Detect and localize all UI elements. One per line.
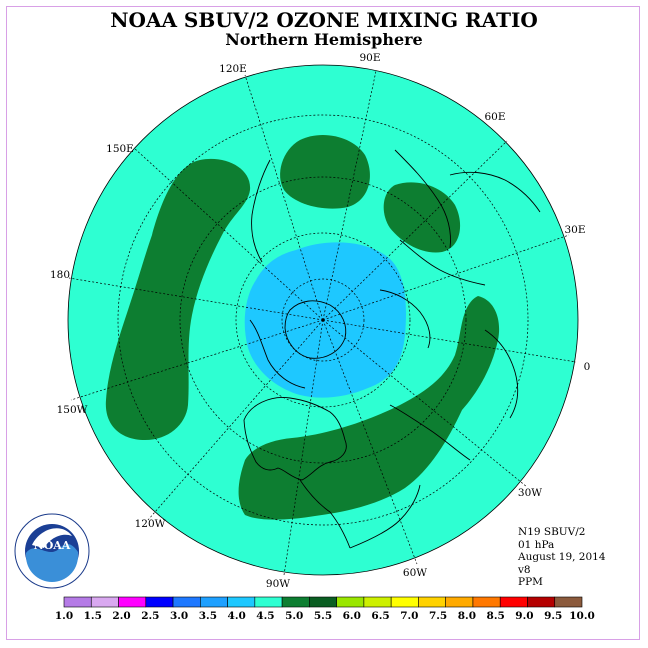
colorbar-label: 9.0: [515, 610, 533, 622]
region-asia-blob: [280, 135, 370, 209]
colorbar-swatch: [527, 596, 556, 608]
colorbar-swatch: [227, 596, 256, 608]
colorbar-swatch: [418, 596, 446, 608]
map-title: NOAA SBUV/2 OZONE MIXING RATIO: [110, 8, 538, 32]
colorbar-label: 8.5: [487, 610, 505, 622]
ozone-field: [105, 135, 500, 520]
colorbar-swatch: [254, 596, 283, 608]
colorbar-swatch: [363, 596, 392, 608]
colorbar-swatch: [499, 596, 528, 608]
colorbar-label: 4.0: [228, 610, 246, 622]
colorbar-label: 1.0: [55, 610, 73, 622]
info-date: August 19, 2014: [518, 551, 606, 563]
region-india-blob: [383, 182, 461, 253]
lon-label-90e: 90E: [359, 52, 380, 64]
lon-label-180: 180: [50, 269, 70, 281]
lon-label-150e: 150E: [106, 143, 134, 155]
colorbar-label: 1.5: [84, 610, 102, 622]
hemisphere-boundary: [67, 64, 579, 576]
colorbar-swatch: [445, 596, 474, 608]
region-atlantic-arc: [238, 296, 500, 520]
colorbar-swatch: [172, 596, 201, 608]
region-pacific-band: [105, 158, 251, 441]
colorbar-label: 6.5: [371, 610, 389, 622]
colorbar-label: 10.0: [569, 610, 595, 622]
colorbar-swatch: [472, 596, 501, 608]
info-satellite: N19 SBUV/2: [518, 526, 586, 538]
lon-label-120w: 120W: [135, 518, 166, 530]
colorbar-label: 5.5: [314, 610, 332, 622]
colorbar-swatch: [281, 596, 310, 608]
info-version: v8: [518, 563, 531, 576]
meridians: [68, 70, 577, 576]
region-polar-low: [244, 242, 406, 398]
longitude-labels: 90E 60E 30E 0 30W 60W 90W 120W 150W 180 …: [50, 52, 590, 590]
info-level: 01 hPa: [518, 538, 555, 551]
colorbar-label: 8.0: [458, 610, 476, 622]
colorbar-swatch: [200, 596, 228, 608]
colorbar-label: 2.0: [112, 610, 130, 622]
colorbar-label: 5.0: [285, 610, 303, 622]
lon-label-120e: 120E: [219, 63, 247, 75]
lon-label-30w: 30W: [518, 487, 542, 499]
info-units: PPM: [518, 576, 543, 588]
colorbar-label: 6.0: [343, 610, 361, 622]
colorbar-swatch: [145, 596, 174, 608]
colorbar-label: 2.5: [141, 610, 159, 622]
colorbar-label: 3.5: [199, 610, 217, 622]
colorbar-swatch: [118, 596, 147, 608]
noaa-logo-text: NOAA: [34, 539, 71, 552]
lon-label-60w: 60W: [403, 567, 427, 579]
colorbar-label: 3.0: [170, 610, 188, 622]
colorbar-swatch: [63, 596, 92, 608]
lon-label-150w: 150W: [57, 404, 88, 416]
figure-frame: [6, 6, 640, 640]
colorbar-label: 4.5: [256, 610, 274, 622]
latitude-circles: [117, 114, 529, 526]
map-subtitle: Northern Hemisphere: [225, 30, 423, 49]
colorbar-swatch: [90, 596, 119, 608]
colorbar-swatch: [309, 596, 337, 608]
lon-label-60e: 60E: [484, 111, 505, 123]
colorbar-swatch: [336, 596, 365, 608]
colorbar-swatch: [554, 596, 583, 608]
noaa-logo: NOAA: [14, 513, 90, 589]
colorbar-label: 9.5: [544, 610, 562, 622]
lon-label-0: 0: [584, 361, 591, 373]
colorbar-label: 7.0: [400, 610, 418, 622]
lon-label-30e: 30E: [564, 224, 585, 236]
info-block: N19 SBUV/2 01 hPa August 19, 2014 v8 PPM: [518, 526, 606, 589]
colorbar-swatch: [390, 596, 419, 608]
colorbar-label: 7.5: [429, 610, 447, 622]
lon-label-90w: 90W: [266, 578, 290, 590]
colorbar: 1.0 1.5 2.0 2.5 3.0 3.5 4.0 4.5 5.0 5.5 6.0 6.5 7.0 7…: [55, 596, 595, 622]
